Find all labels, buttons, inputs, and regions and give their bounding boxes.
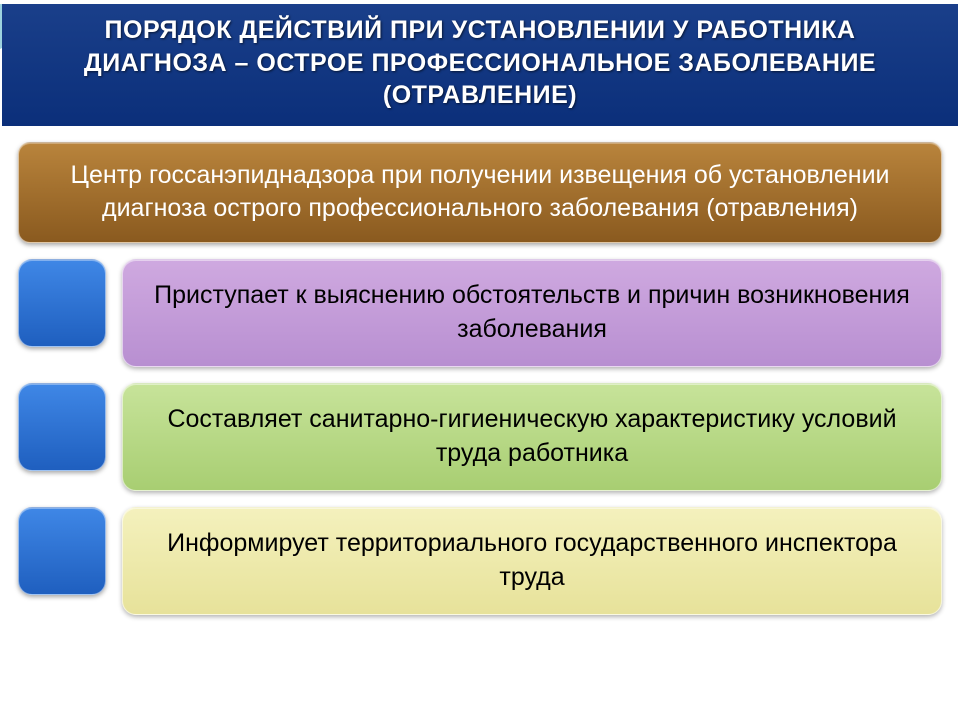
page-title-text: ПОРЯДОК ДЕЙСТВИЙ ПРИ УСТАНОВЛЕНИИ У РАБО…: [84, 16, 876, 109]
intro-box: Центр госсанэпиднадзора при получении из…: [18, 142, 942, 244]
page-title: ПОРЯДОК ДЕЙСТВИЙ ПРИ УСТАНОВЛЕНИИ У РАБО…: [2, 4, 958, 126]
step-text-1: Приступает к выяснению обстоятельств и п…: [151, 279, 913, 347]
step-row-2: Составляет санитарно-гигиеническую харак…: [18, 383, 942, 491]
step-panel-3: Информирует территориального государстве…: [122, 507, 942, 615]
bullet-icon: [18, 259, 106, 347]
step-text-3: Информирует территориального государстве…: [151, 527, 913, 595]
step-panel-1: Приступает к выяснению обстоятельств и п…: [122, 259, 942, 367]
content-area: Центр госсанэпиднадзора при получении из…: [0, 126, 960, 616]
bullet-icon: [18, 383, 106, 471]
step-row-3: Информирует территориального государстве…: [18, 507, 942, 615]
step-text-2: Составляет санитарно-гигиеническую харак…: [151, 403, 913, 471]
step-panel-2: Составляет санитарно-гигиеническую харак…: [122, 383, 942, 491]
bullet-icon: [18, 507, 106, 595]
intro-text: Центр госсанэпиднадзора при получении из…: [71, 161, 890, 223]
step-row-1: Приступает к выяснению обстоятельств и п…: [18, 259, 942, 367]
